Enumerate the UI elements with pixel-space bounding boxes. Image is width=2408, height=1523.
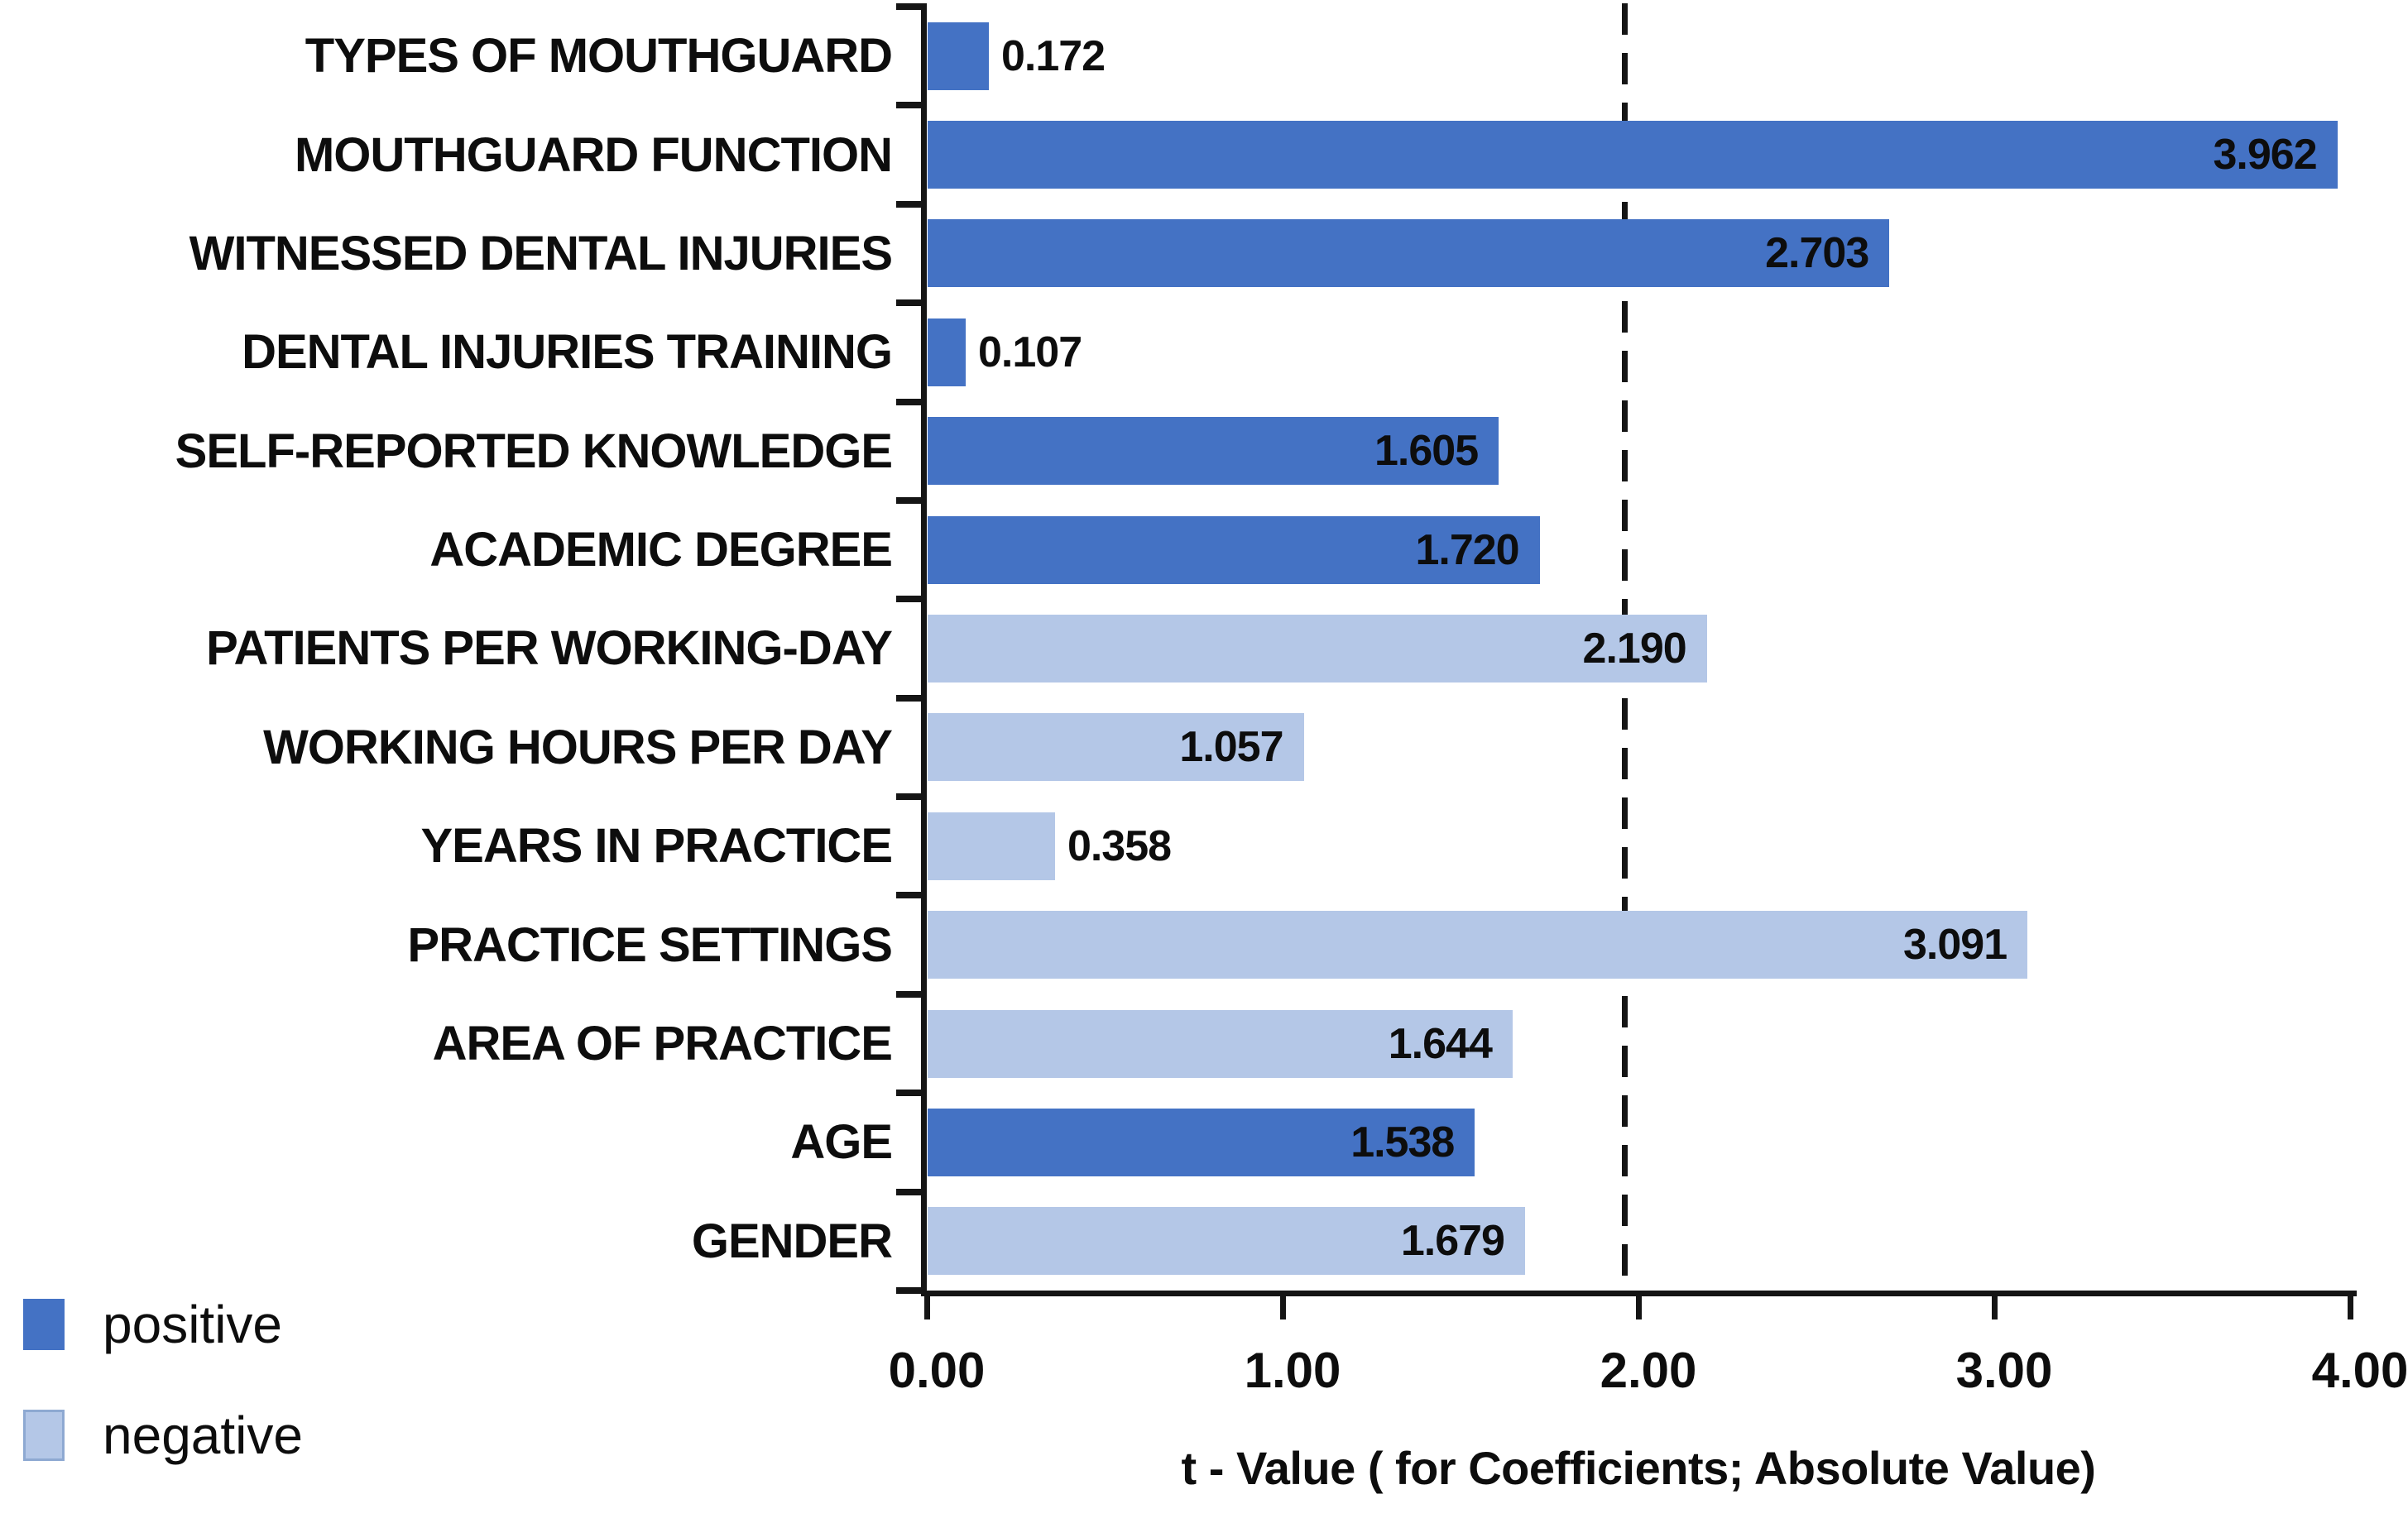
bar-negative	[928, 1207, 1525, 1276]
bar-positive	[928, 219, 1890, 288]
y-axis-tick	[896, 299, 922, 307]
bar-value-label: 1.605	[1374, 427, 1479, 476]
legend-swatch-positive	[23, 1299, 65, 1350]
bar-positive	[928, 417, 1499, 486]
bar-value-label: 2.703	[1765, 229, 1869, 278]
legend-item-positive: positive	[23, 1295, 303, 1354]
y-axis-tick	[896, 1188, 922, 1195]
bar-negative	[928, 1009, 1513, 1078]
y-axis-tick	[896, 793, 922, 801]
legend-swatch-negative	[23, 1410, 65, 1461]
category-label: ACADEMIC DEGREE	[429, 523, 893, 577]
y-axis-line	[921, 3, 927, 1296]
x-axis-line	[921, 1291, 2357, 1296]
category-label: TYPES OF MOUTHGUARD	[305, 29, 893, 84]
category-label: YEARS IN PRACTICE	[420, 819, 893, 874]
x-tick-label: 4.00	[2311, 1343, 2408, 1398]
bar-value-label: 3.962	[2213, 131, 2318, 180]
bar-negative	[928, 812, 1055, 880]
x-axis-tick	[1992, 1296, 1998, 1319]
bar-positive	[928, 22, 989, 90]
y-axis-tick	[896, 102, 922, 109]
bar-value-label: 0.172	[1000, 31, 1106, 80]
y-axis-tick	[896, 892, 922, 899]
y-axis-tick	[896, 1287, 922, 1294]
category-label: MOUTHGUARD FUNCTION	[294, 127, 893, 182]
x-tick-label: 0.00	[888, 1343, 986, 1398]
bar-positive	[928, 515, 1540, 584]
bar-value-label: 1.644	[1388, 1019, 1493, 1068]
bar-negative	[928, 713, 1304, 782]
y-axis-tick	[896, 1090, 922, 1097]
x-axis-title: t - Value ( for Coefficients; Absolute V…	[1181, 1442, 2096, 1494]
bar-positive	[928, 121, 2338, 189]
y-axis-tick	[896, 990, 922, 998]
category-label: PATIENTS PER WORKING-DAY	[206, 621, 893, 676]
category-label: WITNESSED DENTAL INJURIES	[189, 226, 893, 280]
x-tick-label: 1.00	[1244, 1343, 1341, 1398]
bar-value-label: 3.091	[1902, 921, 2007, 970]
x-axis-tick	[1636, 1296, 1642, 1319]
y-axis-tick	[896, 398, 922, 405]
category-label: AGE	[790, 1115, 893, 1170]
category-label: GENDER	[691, 1214, 893, 1268]
bar-negative	[928, 911, 2028, 979]
category-label: AREA OF PRACTICE	[432, 1017, 893, 1071]
x-axis-tick	[924, 1296, 930, 1319]
bar-positive	[928, 318, 966, 386]
legend-label-negative: negative	[103, 1406, 303, 1465]
bar-value-label: 1.057	[1179, 723, 1283, 772]
bar-value-label: 1.720	[1415, 525, 1519, 574]
legend-label-positive: positive	[103, 1295, 282, 1354]
legend-item-negative: negative	[23, 1406, 303, 1465]
legend: positive negative	[23, 1295, 303, 1519]
y-axis-tick	[896, 3, 922, 10]
bar-value-label: 1.538	[1350, 1118, 1455, 1166]
bar-negative	[928, 615, 1707, 682]
bar-value-label: 2.190	[1582, 625, 1687, 673]
x-axis-tick	[2348, 1296, 2353, 1319]
y-axis-tick	[896, 596, 922, 603]
y-axis-tick	[896, 200, 922, 208]
category-label: PRACTICE SETTINGS	[407, 917, 893, 972]
category-label: SELF-REPORTED KNOWLEDGE	[175, 424, 893, 478]
x-tick-label: 3.00	[1955, 1343, 2053, 1398]
x-tick-label: 2.00	[1600, 1343, 1697, 1398]
y-axis-tick	[896, 694, 922, 702]
bar-value-label: 0.107	[978, 328, 1082, 376]
category-label: DENTAL INJURIES TRAINING	[242, 325, 893, 380]
bar-positive	[928, 1108, 1475, 1176]
y-axis-tick	[896, 496, 922, 504]
x-axis-tick	[1280, 1296, 1286, 1319]
category-label: WORKING HOURS PER DAY	[263, 720, 893, 774]
bar-value-label: 1.679	[1400, 1217, 1505, 1266]
bar-value-label: 0.358	[1067, 821, 1172, 870]
